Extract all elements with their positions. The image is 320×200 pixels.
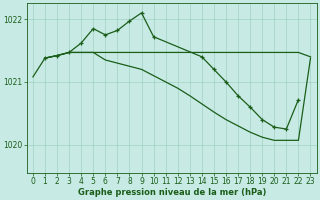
X-axis label: Graphe pression niveau de la mer (hPa): Graphe pression niveau de la mer (hPa) — [77, 188, 266, 197]
